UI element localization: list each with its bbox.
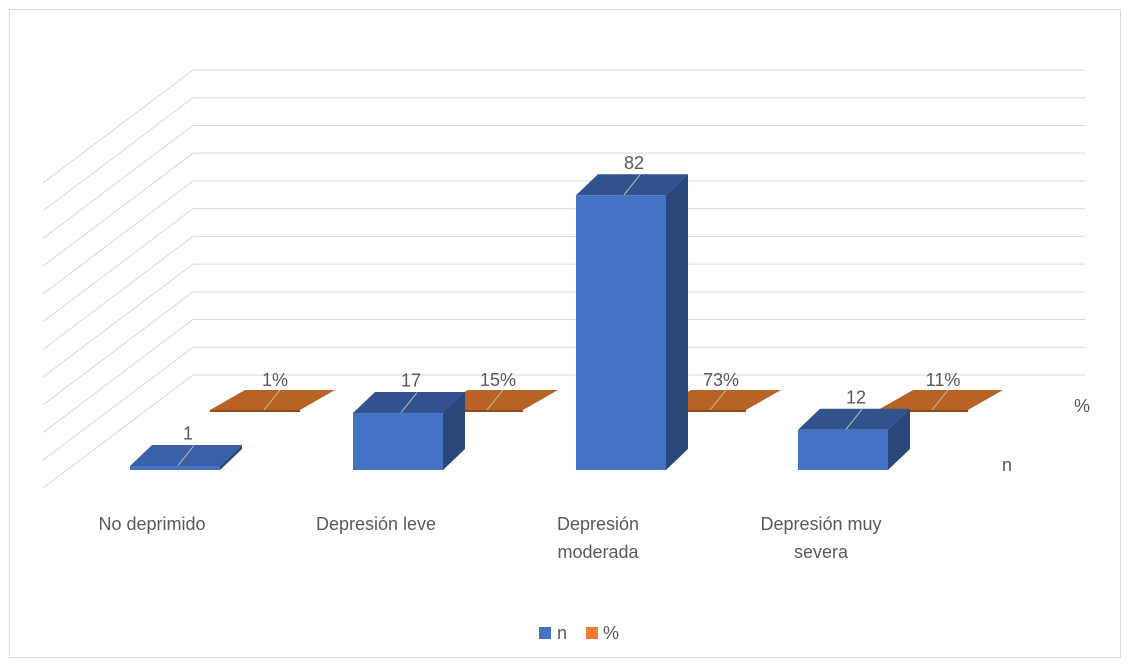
bar-pct-0: 1% (210, 370, 335, 412)
bar-n-2: 82 (576, 153, 688, 471)
category-label-line: Depresión muy (760, 514, 881, 534)
gridlines (42, 69, 1085, 489)
gridline-side (42, 69, 194, 184)
legend: n% (539, 623, 619, 643)
data-label-n-0: 1 (183, 424, 193, 444)
bar-n-3-side (888, 408, 910, 470)
leader-pct-3 (931, 389, 949, 411)
bar-pct-front-2 (656, 410, 746, 412)
category-label-line: No deprimido (98, 514, 205, 534)
gridline-side (42, 346, 194, 461)
data-label-n-3: 12 (846, 387, 866, 407)
bar-n-0: 1 (130, 424, 242, 470)
leader-pct-0 (263, 389, 281, 411)
gridline-side (42, 152, 194, 267)
depth-label-n: n (1002, 455, 1012, 475)
bar-n-2-front (576, 195, 666, 471)
leader-n-1 (400, 392, 418, 413)
gridline-side (42, 319, 194, 433)
legend-swatch-n (539, 627, 551, 639)
bar-n-2-side (666, 174, 688, 471)
data-label-pct-1: 15% (480, 370, 516, 390)
bar-n-1-front (353, 413, 443, 470)
leader-pct-2 (709, 389, 727, 411)
data-label-pct-2: 73% (703, 370, 739, 390)
leader-n-0 (177, 445, 195, 466)
category-label-line: moderada (557, 542, 639, 562)
gridline-side (42, 235, 194, 350)
legend-label-pct: % (603, 623, 619, 643)
bar-n-0-side (220, 445, 242, 470)
data-label-pct-3: 11% (926, 370, 961, 390)
bar-pct-front-3 (878, 410, 968, 412)
category-label-3: Depresión muy severa (760, 514, 881, 562)
category-label-line: severa (794, 542, 849, 562)
data-label-n-1: 17 (401, 371, 421, 391)
category-label-2: Depresión moderada (557, 514, 640, 562)
category-label-line: Depresión leve (316, 514, 436, 534)
data-label-n-2: 82 (624, 153, 644, 173)
bar-pct-3: 11% (878, 370, 1003, 412)
bar-n-1: 17 (353, 371, 465, 470)
bar-n-3: 12 (798, 387, 910, 470)
bar-n-3-front (798, 429, 888, 470)
chart-frame (9, 9, 1121, 658)
gridline-side (42, 291, 194, 406)
category-label-1: Depresión leve (316, 514, 436, 534)
depth-label-pct: % (1074, 396, 1090, 416)
gridline-side (42, 180, 194, 295)
leader-n-3 (845, 408, 863, 430)
legend-swatch-pct (586, 627, 598, 639)
leader-pct-1 (486, 389, 504, 411)
gridline-side (42, 97, 194, 212)
bar-n-1-side (443, 392, 465, 470)
gridline-side (42, 263, 194, 378)
bar-pct-front-1 (433, 410, 523, 412)
data-label-pct-0: 1% (262, 370, 288, 390)
bar-n-0-front (130, 466, 220, 470)
category-label-line: Depresión (557, 514, 639, 534)
gridline-side (42, 125, 194, 239)
legend-label-n: n (557, 623, 567, 643)
leader-n-2 (623, 174, 641, 196)
bar-pct-front-0 (210, 410, 300, 412)
gridline-side (42, 374, 194, 489)
gridline-side (42, 208, 194, 323)
category-label-0: No deprimido (98, 514, 205, 534)
